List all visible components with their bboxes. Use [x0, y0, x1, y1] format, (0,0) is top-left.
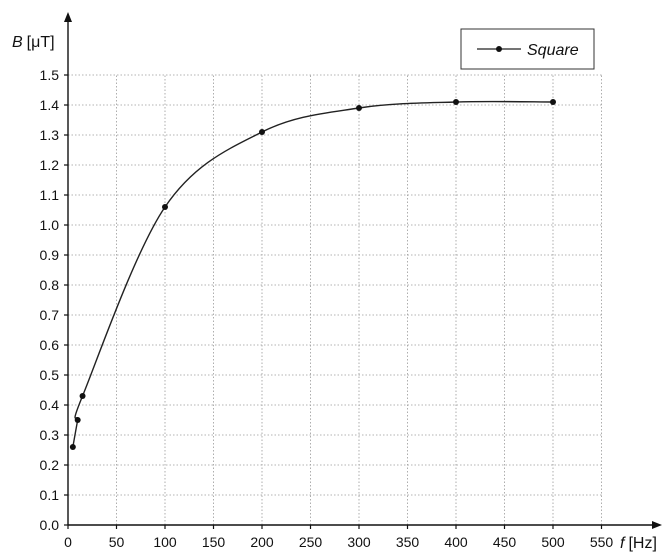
y-tick-label: 0.5 — [40, 367, 60, 383]
x-tick-label: 250 — [299, 534, 323, 550]
x-tick-label: 200 — [250, 534, 274, 550]
y-tick-label: 1.3 — [40, 127, 60, 143]
y-axis-arrow-icon — [64, 12, 72, 22]
legend-label: Square — [527, 42, 579, 59]
axis-titles: B [μT] f [Hz] — [12, 34, 657, 552]
x-tick-label: 50 — [109, 534, 125, 550]
y-tick-label: 0.2 — [40, 457, 60, 473]
x-axis-unit: [Hz] — [628, 535, 656, 552]
data-point — [162, 204, 168, 210]
data-point — [356, 105, 362, 111]
y-tick-label: 0.7 — [40, 307, 60, 323]
y-tick-label: 0.6 — [40, 337, 60, 353]
grid — [68, 74, 602, 525]
x-tick-label: 400 — [444, 534, 468, 550]
x-axis-arrow-icon — [652, 521, 662, 529]
y-axis-unit: [μT] — [27, 34, 55, 51]
x-tick-label: 0 — [64, 534, 72, 550]
y-tick-label: 1.5 — [40, 67, 60, 83]
y-tick-label: 0.9 — [40, 247, 60, 263]
x-axis-variable: f — [620, 535, 626, 552]
x-axis-title: f [Hz] — [620, 535, 657, 552]
y-tick-label: 1.0 — [40, 217, 60, 233]
y-tick-label: 0.1 — [40, 487, 60, 503]
y-tick-label: 1.1 — [40, 187, 60, 203]
y-tick-label: 0.8 — [40, 277, 60, 293]
series — [69, 99, 556, 450]
x-tick-label: 100 — [153, 534, 177, 550]
x-tick-label: 350 — [396, 534, 420, 550]
data-point — [453, 99, 459, 105]
series-line — [72, 100, 554, 448]
x-tick-label: 500 — [541, 534, 565, 550]
legend-marker-icon — [496, 46, 502, 52]
legend: Square — [460, 28, 595, 70]
y-axis-variable: B — [12, 34, 23, 51]
data-point — [79, 393, 86, 399]
x-tick-label: 300 — [347, 534, 371, 550]
x-tick-label: 550 — [590, 534, 614, 550]
y-tick-label: 0.3 — [40, 427, 60, 443]
y-axis-title: B [μT] — [12, 34, 55, 51]
axes — [64, 12, 662, 529]
y-tick-label: 0.4 — [40, 397, 60, 413]
y-tick-label: 1.2 — [40, 157, 60, 173]
y-tick-label: 1.4 — [40, 97, 60, 113]
x-tick-label: 150 — [202, 534, 226, 550]
data-point — [69, 444, 76, 450]
y-tick-label: 0.0 — [40, 517, 60, 533]
x-tick-label: 450 — [493, 534, 517, 550]
data-point — [74, 417, 81, 423]
ticks: 0 50 100 150 200 250 300 350 400 450 500 550 0.0 0.1 0… — [40, 67, 614, 550]
data-point — [550, 99, 556, 105]
data-point — [259, 129, 265, 135]
